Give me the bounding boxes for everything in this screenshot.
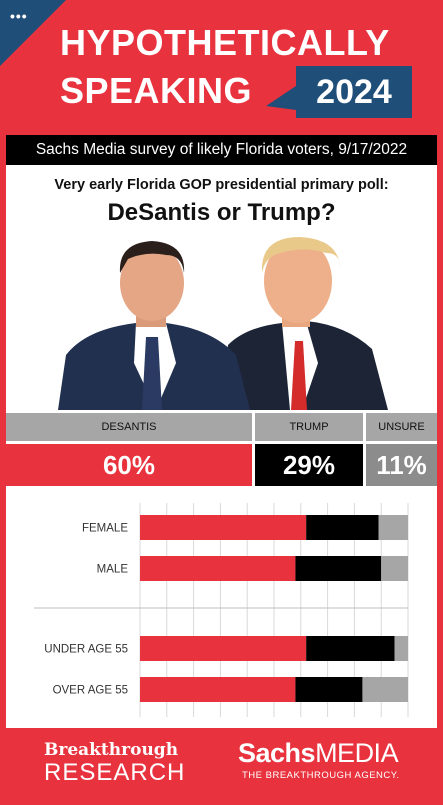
category-label: FEMALE xyxy=(82,523,128,535)
bar-segment-desantis xyxy=(140,515,307,540)
bar-segment-trump xyxy=(295,556,382,581)
sachsmedia-tagline: THE BREAKTHROUGH AGENCY. xyxy=(242,770,400,781)
category-label: MALE xyxy=(97,564,129,576)
bar-segment-trump xyxy=(306,636,395,661)
corner-flag xyxy=(0,0,70,70)
unsure-percent: 11% xyxy=(366,444,437,486)
poll-headline: DeSantis or Trump? xyxy=(107,199,336,226)
content-panel: Sachs Media survey of likely Florida vot… xyxy=(6,135,437,728)
breakthrough-logo-line1: Breakthrough xyxy=(44,740,179,760)
poll-question: Very early Florida GOP presidential prim… xyxy=(54,177,389,193)
sachsmedia-logo: SachsMEDIA xyxy=(238,738,399,769)
title-line-2: SPEAKING xyxy=(60,70,253,111)
desantis-label: DESANTIS xyxy=(6,413,252,441)
bar-segment-trump xyxy=(295,677,363,702)
category-label: OVER AGE 55 xyxy=(53,685,128,697)
sachs-wordmark: Sachs xyxy=(238,738,316,768)
desantis-portrait-icon xyxy=(58,241,250,410)
year-label: 2024 xyxy=(316,73,392,111)
trump-portrait-icon xyxy=(218,237,388,410)
category-label: UNDER AGE 55 xyxy=(44,644,128,656)
title-line-1: HYPOTHETICALLY xyxy=(60,22,390,63)
bar-segment-unsure xyxy=(362,677,408,702)
more-menu-icon[interactable]: ••• xyxy=(10,8,28,24)
bar-segment-trump xyxy=(306,515,379,540)
trump-percent: 29% xyxy=(255,444,363,486)
breakthrough-logo-line2: RESEARCH xyxy=(44,759,186,786)
demographic-chart: FEMALE MALE UNDER AGE 55 OVER AGE 55 xyxy=(34,503,409,717)
candidate-photos xyxy=(6,233,437,410)
bar-segment-unsure xyxy=(394,636,408,661)
survey-source: Sachs Media survey of likely Florida vot… xyxy=(6,135,437,165)
unsure-label: UNSURE xyxy=(366,413,437,441)
bar-segment-desantis xyxy=(140,636,307,661)
bar-segment-unsure xyxy=(381,556,408,581)
year-tag: 2024 xyxy=(266,66,412,118)
bar-segment-desantis xyxy=(140,677,296,702)
bar-segment-desantis xyxy=(140,556,296,581)
trump-label: TRUMP xyxy=(255,413,363,441)
desantis-percent: 60% xyxy=(6,444,252,486)
media-wordmark: MEDIA xyxy=(315,738,399,768)
bar-segment-unsure xyxy=(378,515,408,540)
